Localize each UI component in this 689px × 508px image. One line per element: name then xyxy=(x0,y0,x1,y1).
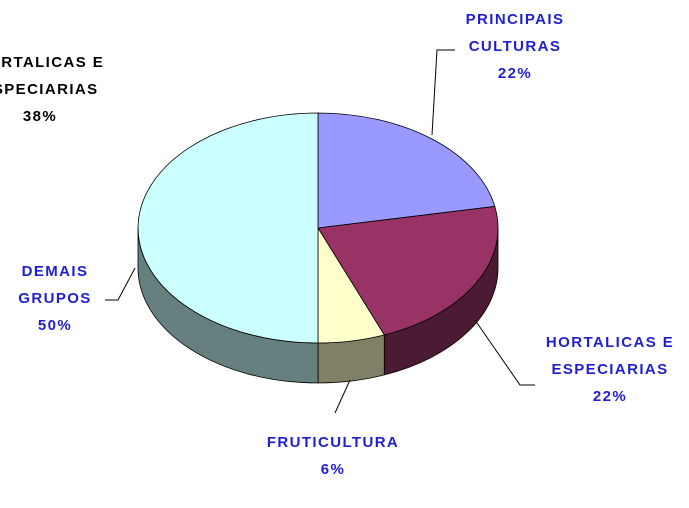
slice-label: PRINCIPAIS CULTURAS xyxy=(465,11,565,55)
slice-label: HORTALICAS E ESPECIARIAS xyxy=(545,334,675,378)
slice-value-label: 50% xyxy=(37,317,73,334)
slice-value-label: 22% xyxy=(592,388,628,405)
slice-value-label: 22% xyxy=(497,65,533,82)
leader-line xyxy=(431,49,455,136)
pie-slice xyxy=(137,112,319,344)
slice-label: DEMAIS GRUPOS xyxy=(18,263,92,307)
leader-line xyxy=(334,379,351,414)
annotation-label: 38% xyxy=(22,108,58,125)
annotation: HORTALICAS E ESPECIARIAS xyxy=(0,54,105,98)
pie-slice xyxy=(317,112,496,229)
pie-slice xyxy=(317,206,499,336)
slice-label: FRUTICULTURA xyxy=(266,434,400,451)
leader-line xyxy=(474,319,535,386)
leader-line xyxy=(105,267,136,301)
slice-value-label: 6% xyxy=(320,461,346,478)
